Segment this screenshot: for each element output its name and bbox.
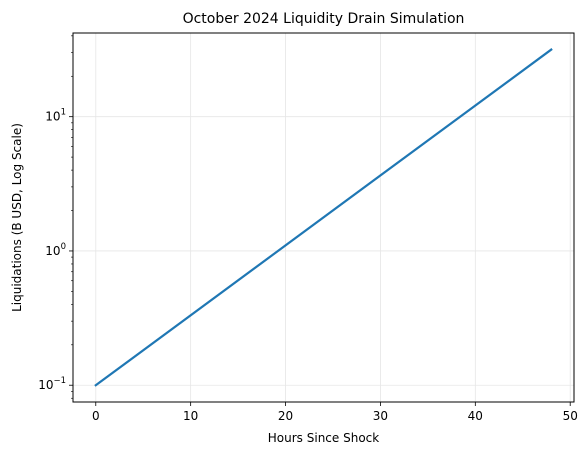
x-tick-label: 40 [468, 409, 483, 423]
chart-title: October 2024 Liquidity Drain Simulation [183, 11, 465, 27]
y-tick-label: 100 [45, 242, 66, 258]
x-axis: 0 10 20 30 40 50 [92, 402, 578, 423]
x-tick-label: 30 [373, 409, 388, 423]
x-tick-label: 50 [563, 409, 578, 423]
y-tick-label: 101 [45, 108, 66, 124]
y-axis-label: Liquidations (B USD, Log Scale) [10, 123, 24, 312]
plot-frame [72, 32, 575, 403]
x-tick-label: 10 [183, 409, 198, 423]
x-tick-label: 0 [92, 409, 100, 423]
y-axis: 10−1 100 101 [38, 35, 73, 399]
series-line [94, 48, 553, 387]
y-tick-label: 10−1 [38, 376, 66, 392]
series-layer [94, 48, 553, 387]
x-axis-label: Hours Since Shock [268, 431, 379, 445]
grid [73, 33, 574, 402]
x-tick-label: 20 [278, 409, 293, 423]
